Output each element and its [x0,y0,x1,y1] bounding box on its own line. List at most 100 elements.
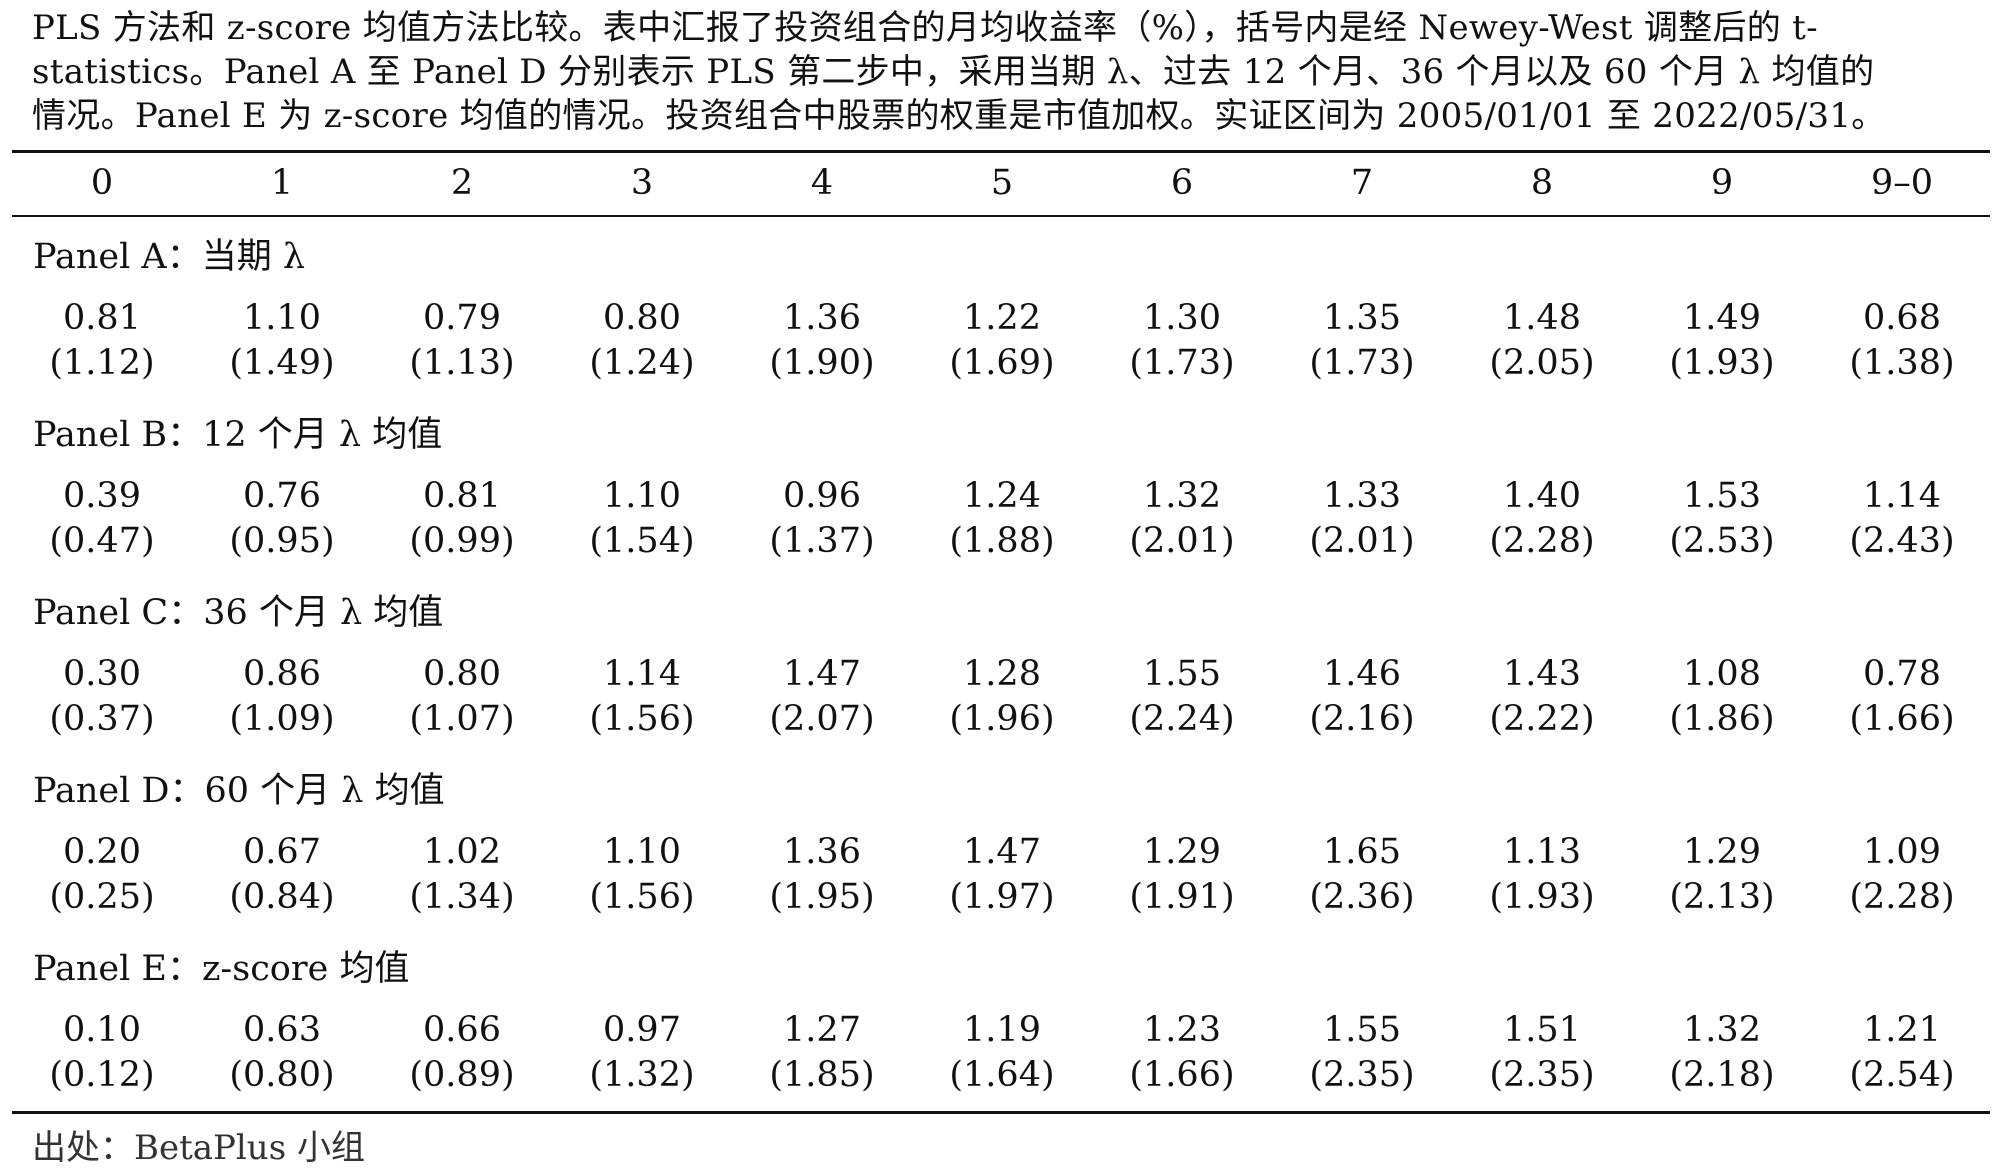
header-cell: 3 [630,163,654,203]
t-statistic-row: (1.12) (1.49) (1.13) (1.24) (1.90) (1.69) (1.7… [12,341,1990,385]
mean-return-cell: 1.19 [963,1010,1041,1050]
header-cell: 1 [270,163,294,203]
mean-return-cell: 1.24 [963,476,1041,516]
panel-title: Panel C：36 个月 λ 均值 [33,593,444,633]
mean-return-cell: 1.10 [603,832,681,872]
mean-return-cell: 1.33 [1323,476,1401,516]
t-statistic-cell: (2.35) [1309,1055,1415,1095]
mean-return-cell: 1.36 [783,832,861,872]
t-statistic-row: (0.12) (0.80) (0.89) (1.32) (1.85) (1.64) (1.6… [12,1053,1990,1097]
t-statistic-cell: (2.28) [1849,877,1955,917]
mean-return-cell: 1.32 [1683,1010,1761,1050]
mean-return-cell: 0.67 [243,832,321,872]
t-statistic-cell: (1.97) [949,877,1055,917]
mean-return-row: 0.81 1.10 0.79 0.80 1.36 1.22 1.30 1.35 1.48 1.49… [12,296,1990,340]
header-cell: 7 [1350,163,1374,203]
t-statistic-cell: (1.37) [769,521,875,561]
mean-return-cell: 0.97 [603,1010,681,1050]
mean-return-cell: 1.08 [1683,654,1761,694]
mean-return-cell: 1.47 [963,832,1041,872]
mean-return-cell: 1.53 [1683,476,1761,516]
t-statistic-cell: (1.88) [949,521,1055,561]
t-statistic-cell: (0.37) [49,699,155,739]
mean-return-cell: 1.49 [1683,298,1761,338]
t-statistic-cell: (1.64) [949,1055,1055,1095]
caption-line-1: PLS 方法和 z-score 均值方法比较。表中汇报了投资组合的月均收益率（%… [32,8,1818,48]
t-statistic-cell: (2.18) [1669,1055,1775,1095]
mean-return-row: 0.39 0.76 0.81 1.10 0.96 1.24 1.32 1.33 1.40 1.53… [12,474,1990,518]
mean-return-cell: 1.35 [1323,298,1401,338]
t-statistic-cell: (1.93) [1489,877,1595,917]
t-statistic-cell: (1.90) [769,343,875,383]
t-statistic-cell: (2.01) [1129,521,1235,561]
t-statistic-cell: (1.09) [229,699,335,739]
mean-return-cell: 1.23 [1143,1010,1221,1050]
mean-return-cell: 0.63 [243,1010,321,1050]
mean-return-cell: 1.48 [1503,298,1581,338]
t-statistic-cell: (1.66) [1129,1055,1235,1095]
mean-return-row: 0.10 0.63 0.66 0.97 1.27 1.19 1.23 1.55 1.51 1.32… [12,1008,1990,1052]
table-caption: PLS 方法和 z-score 均值方法比较。表中汇报了投资组合的月均收益率（%… [32,6,1968,138]
mean-return-cell: 0.39 [63,476,141,516]
t-statistic-cell: (1.38) [1849,343,1955,383]
t-statistic-cell: (1.69) [949,343,1055,383]
t-statistic-cell: (1.34) [409,877,515,917]
mean-return-cell: 1.09 [1863,832,1941,872]
t-statistic-cell: (1.86) [1669,699,1775,739]
panel-title: Panel B：12 个月 λ 均值 [33,415,443,455]
t-statistic-cell: (2.54) [1849,1055,1955,1095]
mean-return-cell: 1.14 [603,654,681,694]
mean-return-cell: 1.02 [423,832,501,872]
table-top-rule [12,150,1990,153]
mean-return-cell: 1.55 [1323,1010,1401,1050]
mean-return-cell: 1.13 [1503,832,1581,872]
t-statistic-cell: (0.12) [49,1055,155,1095]
t-statistic-cell: (1.32) [589,1055,695,1095]
header-cell: 6 [1170,163,1194,203]
t-statistic-cell: (0.47) [49,521,155,561]
mean-return-cell: 1.27 [783,1010,861,1050]
mean-return-cell: 0.80 [603,298,681,338]
t-statistic-cell: (1.13) [409,343,515,383]
mean-return-cell: 1.32 [1143,476,1221,516]
panel-title: Panel E：z-score 均值 [33,949,410,989]
mean-return-cell: 1.51 [1503,1010,1581,1050]
mean-return-cell: 0.81 [423,476,501,516]
t-statistic-cell: (1.91) [1129,877,1235,917]
t-statistic-row: (0.47) (0.95) (0.99) (1.54) (1.37) (1.88) (2.0… [12,519,1990,563]
mean-return-cell: 1.28 [963,654,1041,694]
mean-return-cell: 1.36 [783,298,861,338]
mean-return-cell: 1.21 [1863,1010,1941,1050]
t-statistic-cell: (2.13) [1669,877,1775,917]
t-statistic-cell: (1.49) [229,343,335,383]
t-statistic-cell: (1.07) [409,699,515,739]
mean-return-cell: 1.10 [243,298,321,338]
t-statistic-cell: (1.56) [589,699,695,739]
t-statistic-cell: (0.80) [229,1055,335,1095]
t-statistic-cell: (2.24) [1129,699,1235,739]
mean-return-cell: 0.79 [423,298,501,338]
mean-return-cell: 1.65 [1323,832,1401,872]
caption-line-2: statistics。Panel A 至 Panel D 分别表示 PLS 第二… [32,52,1875,92]
mean-return-cell: 1.29 [1143,832,1221,872]
panel-title: Panel A：当期 λ [33,237,306,277]
mean-return-cell: 0.30 [63,654,141,694]
t-statistic-cell: (2.53) [1669,521,1775,561]
t-statistic-cell: (1.85) [769,1055,875,1095]
t-statistic-cell: (1.56) [589,877,695,917]
table-header-rule [12,215,1990,217]
t-statistic-cell: (2.01) [1309,521,1415,561]
t-statistic-cell: (2.16) [1309,699,1415,739]
t-statistic-cell: (0.84) [229,877,335,917]
mean-return-cell: 1.22 [963,298,1041,338]
t-statistic-cell: (2.28) [1489,521,1595,561]
mean-return-cell: 1.55 [1143,654,1221,694]
t-statistic-cell: (2.05) [1489,343,1595,383]
header-cell: 0 [90,163,114,203]
header-cell: 9 [1710,163,1734,203]
mean-return-cell: 1.40 [1503,476,1581,516]
mean-return-cell: 1.14 [1863,476,1941,516]
t-statistic-cell: (0.99) [409,521,515,561]
panel-title: Panel D：60 个月 λ 均值 [33,771,445,811]
mean-return-cell: 0.20 [63,832,141,872]
